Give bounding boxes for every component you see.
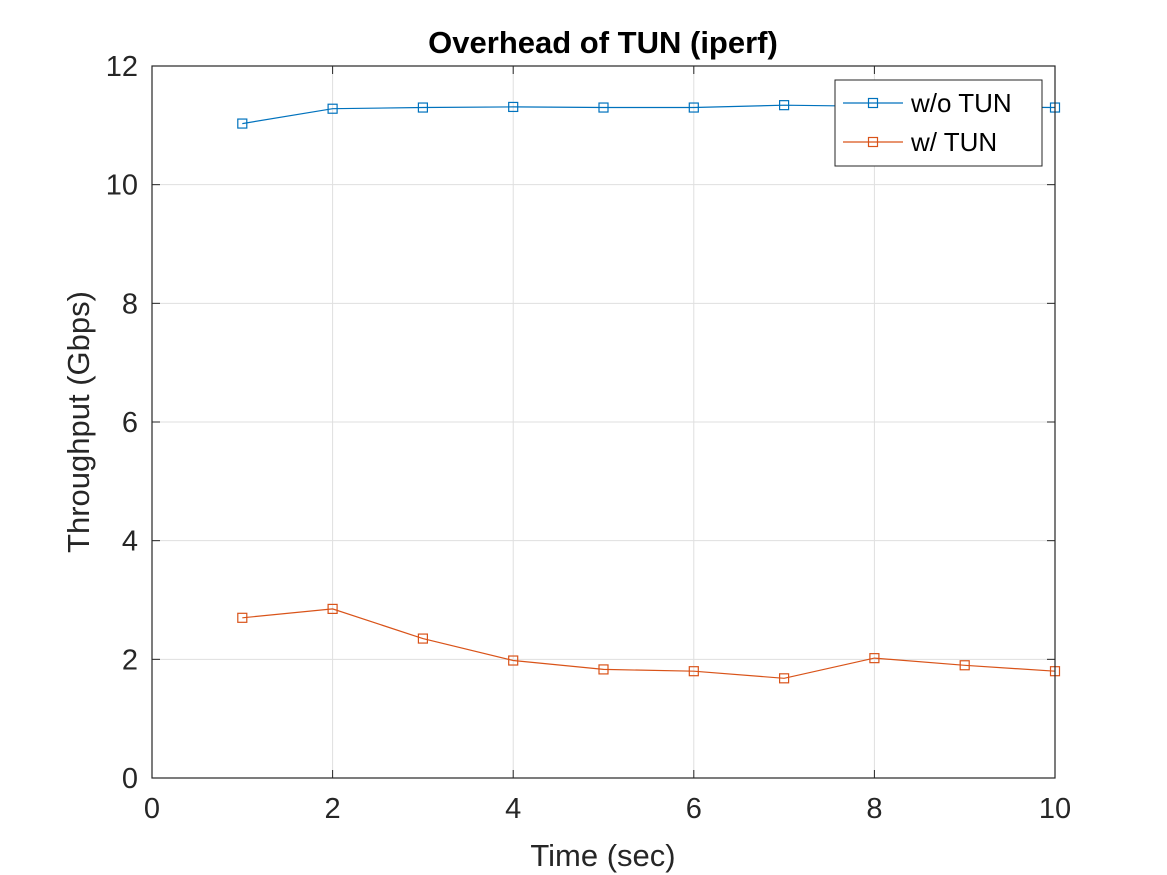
data-point-marker	[598, 102, 609, 113]
x-axis-label: Time (sec)	[530, 838, 675, 873]
legend-marker	[867, 97, 879, 109]
legend-box	[834, 79, 1043, 167]
y-tick-label: 0	[122, 763, 138, 795]
data-point-marker	[959, 660, 970, 671]
y-tick-label: 10	[106, 170, 138, 202]
x-tick-label: 0	[144, 793, 160, 825]
series-line	[242, 608, 1056, 679]
data-point-marker	[237, 612, 248, 623]
data-point-marker	[688, 666, 699, 677]
x-tick-label: 10	[1039, 793, 1071, 825]
legend-label: w/o TUN	[910, 88, 1012, 118]
ticks: 0 2 4 6 8 10 0 2 4 6 8 10 12	[106, 51, 1071, 825]
data-point-marker	[778, 100, 790, 111]
data-point-marker	[688, 102, 699, 113]
data-point-marker	[508, 655, 519, 666]
y-tick-label: 4	[122, 526, 138, 558]
data-point-marker	[327, 103, 338, 114]
data-point-marker	[327, 603, 338, 615]
legend-entry: w/ TUN	[843, 127, 997, 157]
grid	[152, 66, 1055, 778]
x-tick-label: 6	[686, 793, 702, 825]
data-point-marker	[417, 102, 428, 113]
series-2	[237, 603, 1061, 684]
y-tick-label: 6	[122, 407, 138, 439]
x-tick-label: 8	[866, 793, 882, 825]
y-axis-label: Throughput (Gbps)	[61, 291, 96, 553]
y-tick-label: 2	[122, 644, 138, 676]
y-tick-label: 12	[106, 51, 138, 83]
legend-label: w/ TUN	[910, 127, 997, 157]
data-point-marker	[508, 101, 519, 113]
chart-title: Overhead of TUN (iperf)	[428, 25, 778, 60]
y-tick-label: 8	[122, 288, 138, 320]
x-tick-label: 4	[505, 793, 521, 825]
data-point-marker	[778, 673, 790, 684]
data-point-marker	[417, 633, 428, 644]
legend-marker	[867, 136, 879, 148]
legend: w/o TUN w/ TUN	[834, 79, 1043, 167]
legend-entry: w/o TUN	[843, 88, 1012, 118]
x-tick-label: 2	[325, 793, 341, 825]
data-point-marker	[237, 118, 248, 129]
data-point-marker	[869, 653, 880, 664]
data-point-marker	[598, 664, 609, 675]
